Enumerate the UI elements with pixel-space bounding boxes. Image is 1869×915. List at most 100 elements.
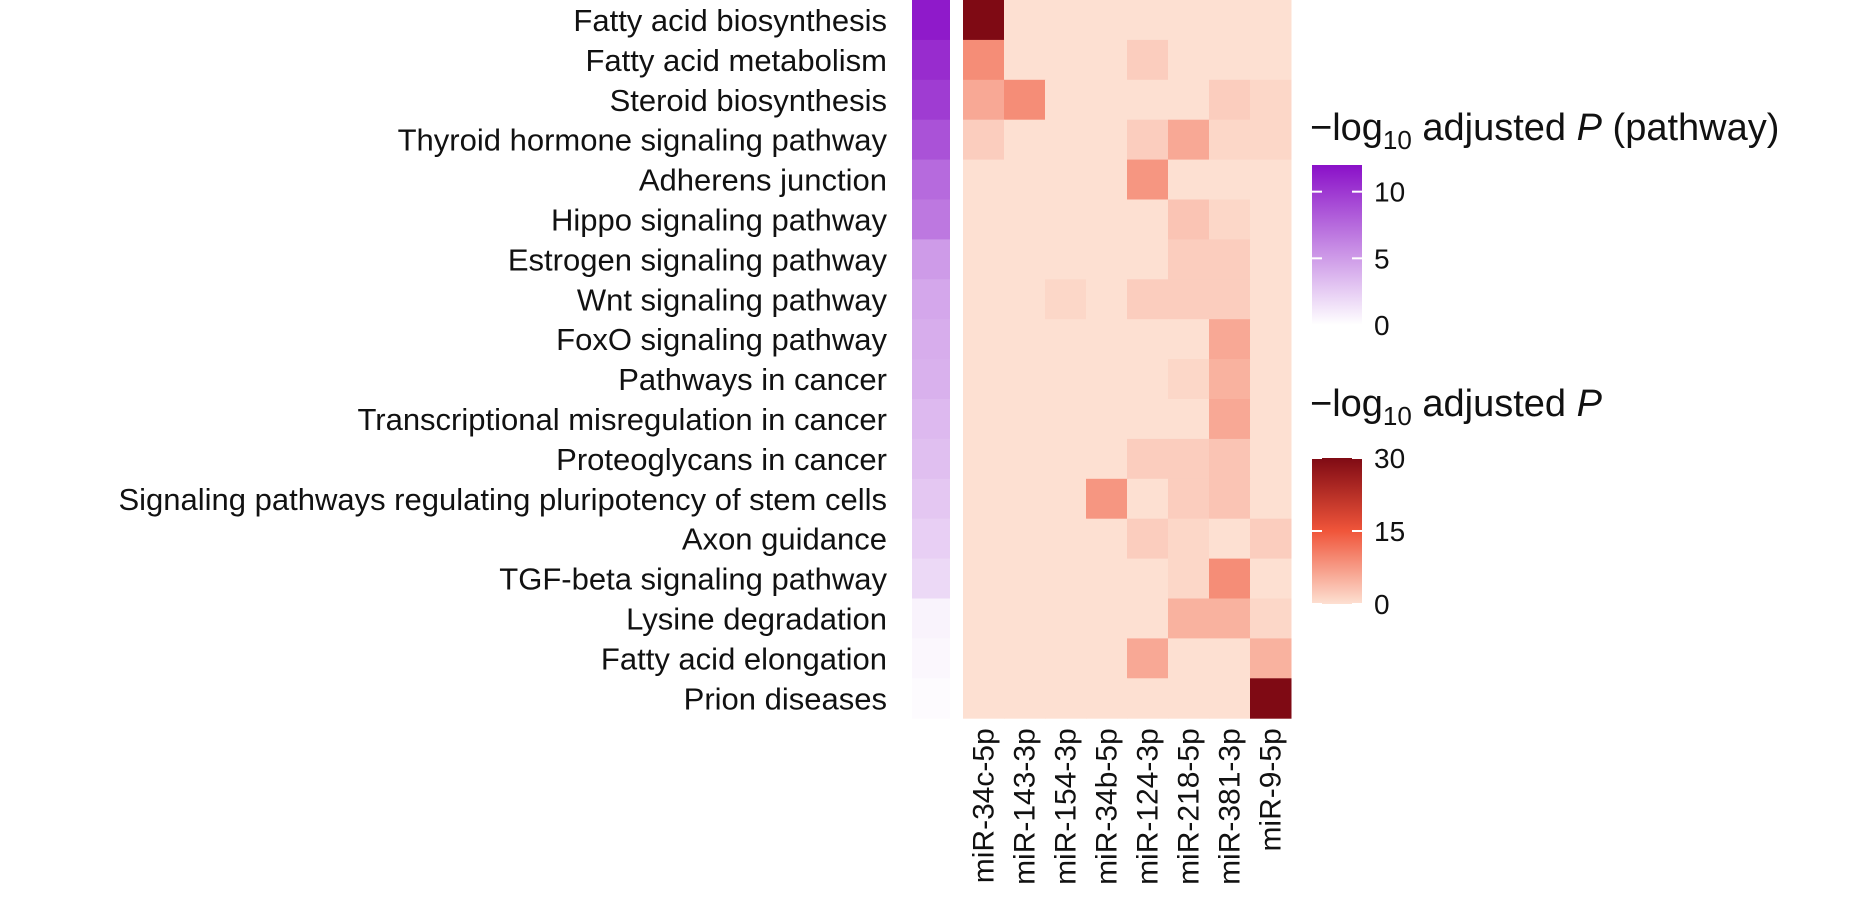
heatmap-cell (1086, 558, 1128, 599)
pathway-label: Axon guidance (682, 522, 887, 557)
heatmap-cell (1086, 239, 1128, 280)
pathway-label: Adherens junction (639, 163, 887, 198)
heatmap-cell (1086, 199, 1128, 240)
heatmap-cell (1127, 0, 1169, 41)
heatmap-cell (1127, 39, 1169, 81)
pathway-significance-cell (912, 119, 950, 161)
heatmap-cell (1127, 478, 1169, 520)
heatmap-cell (1004, 598, 1046, 639)
heatmap-cell (1086, 39, 1128, 81)
mirna-label: miR-34b-5p (1091, 728, 1124, 885)
heatmap-cell (1250, 159, 1292, 200)
pathway-label: Fatty acid biosynthesis (573, 3, 887, 38)
pathway-label: TGF-beta signaling pathway (499, 562, 887, 597)
heatmap-cell (1250, 478, 1292, 520)
heatmap-cell (1127, 239, 1169, 280)
heatmap-cell (1127, 678, 1169, 719)
heatmap-cell (1127, 199, 1169, 240)
legend-tick-label: 5 (1374, 243, 1390, 274)
mirna-label: miR-218-5p (1173, 728, 1206, 885)
heatmap-cell (1127, 558, 1169, 599)
heatmap-cell (1004, 518, 1046, 560)
heatmap-cell (1168, 279, 1210, 320)
heatmap-cell (1086, 319, 1128, 360)
heatmap-cell (1004, 359, 1046, 400)
heatmap-cell (1086, 279, 1128, 320)
pathway-significance-cell (912, 279, 950, 320)
heatmap-cell (1250, 239, 1292, 280)
heatmap-cell (1209, 279, 1251, 320)
heatmap-cell (1086, 438, 1128, 480)
heatmap-cell (1209, 39, 1251, 81)
heatmap-cell (1250, 399, 1292, 440)
heatmap-cell (963, 119, 1005, 161)
heatmap-cell (1086, 638, 1128, 679)
pathway-significance-cell (912, 0, 950, 41)
heatmap-cell (963, 0, 1005, 41)
heatmap-cell (963, 319, 1005, 360)
pathway-significance-cell (912, 79, 950, 121)
heatmap-cell (1168, 0, 1210, 41)
pathway-significance-cell (912, 239, 950, 280)
heatmap-cell (1127, 159, 1169, 200)
heatmap-cell (1168, 438, 1210, 480)
mirna-label: miR-143-3p (1009, 728, 1042, 885)
mirna-label: miR-124-3p (1132, 728, 1165, 885)
pathway-label: Fatty acid metabolism (586, 43, 888, 78)
heatmap-cell (1168, 119, 1210, 161)
heatmap-cell (1250, 438, 1292, 480)
heatmap-cell (1168, 678, 1210, 719)
pathway-label: Pathways in cancer (618, 362, 887, 397)
heatmap-cell (1086, 478, 1128, 520)
heatmap-cell (1168, 239, 1210, 280)
heatmap-cell (963, 399, 1005, 440)
heatmap-cell (963, 478, 1005, 520)
heatmap-cell (1209, 558, 1251, 599)
heatmap-cell (1045, 399, 1087, 440)
legend-colorbar (1312, 165, 1362, 325)
heatmap-cell (1209, 79, 1251, 121)
pathway-significance-cell (912, 438, 950, 480)
heatmap-cell (1127, 598, 1169, 639)
heatmap-cell (1004, 119, 1046, 161)
heatmap-cell (1127, 399, 1169, 440)
pathway-significance-cell (912, 159, 950, 200)
heatmap-cell (1127, 279, 1169, 320)
heatmap-cell (1209, 199, 1251, 240)
heatmap-cell (1004, 478, 1046, 520)
heatmap-cell (1045, 279, 1087, 320)
heatmap-cell (963, 39, 1005, 81)
heatmap-cell (1004, 39, 1046, 81)
heatmap-cell (1209, 239, 1251, 280)
pathway-label: Lysine degradation (626, 601, 887, 636)
heatmap-cell (1209, 0, 1251, 41)
heatmap-cell (1045, 199, 1087, 240)
heatmap-cell (1086, 598, 1128, 639)
heatmap-cell (1086, 359, 1128, 400)
heatmap-cell (963, 359, 1005, 400)
heatmap-cell (1004, 279, 1046, 320)
heatmap-cell (1168, 319, 1210, 360)
heatmap-cell (1086, 79, 1128, 121)
heatmap-cell (1168, 159, 1210, 200)
heatmap-cell (1168, 359, 1210, 400)
heatmap-cell (1127, 319, 1169, 360)
pathway-labels: Fatty acid biosynthesis Fatty acid metabo… (118, 3, 887, 716)
pathway-significance-cell (912, 558, 950, 599)
heatmap-cell (1045, 558, 1087, 599)
heatmap-cell (1168, 478, 1210, 520)
heatmap-cell (1127, 79, 1169, 121)
heatmap-cell (1250, 678, 1292, 719)
heatmap-cell (1045, 438, 1087, 480)
pathway-significance-cell (912, 478, 950, 520)
pathway-label: Estrogen signaling pathway (508, 242, 888, 277)
heatmap-cell (1086, 518, 1128, 560)
heatmap-cell (1127, 518, 1169, 560)
pathway-label: Hippo signaling pathway (551, 202, 888, 237)
heatmap-cells (963, 0, 1292, 719)
legend-mirna: −log10 adjusted P 30 15 0 (1310, 383, 1603, 620)
heatmap-cell (963, 199, 1005, 240)
heatmap-cell (1168, 399, 1210, 440)
heatmap-cell (1168, 558, 1210, 599)
